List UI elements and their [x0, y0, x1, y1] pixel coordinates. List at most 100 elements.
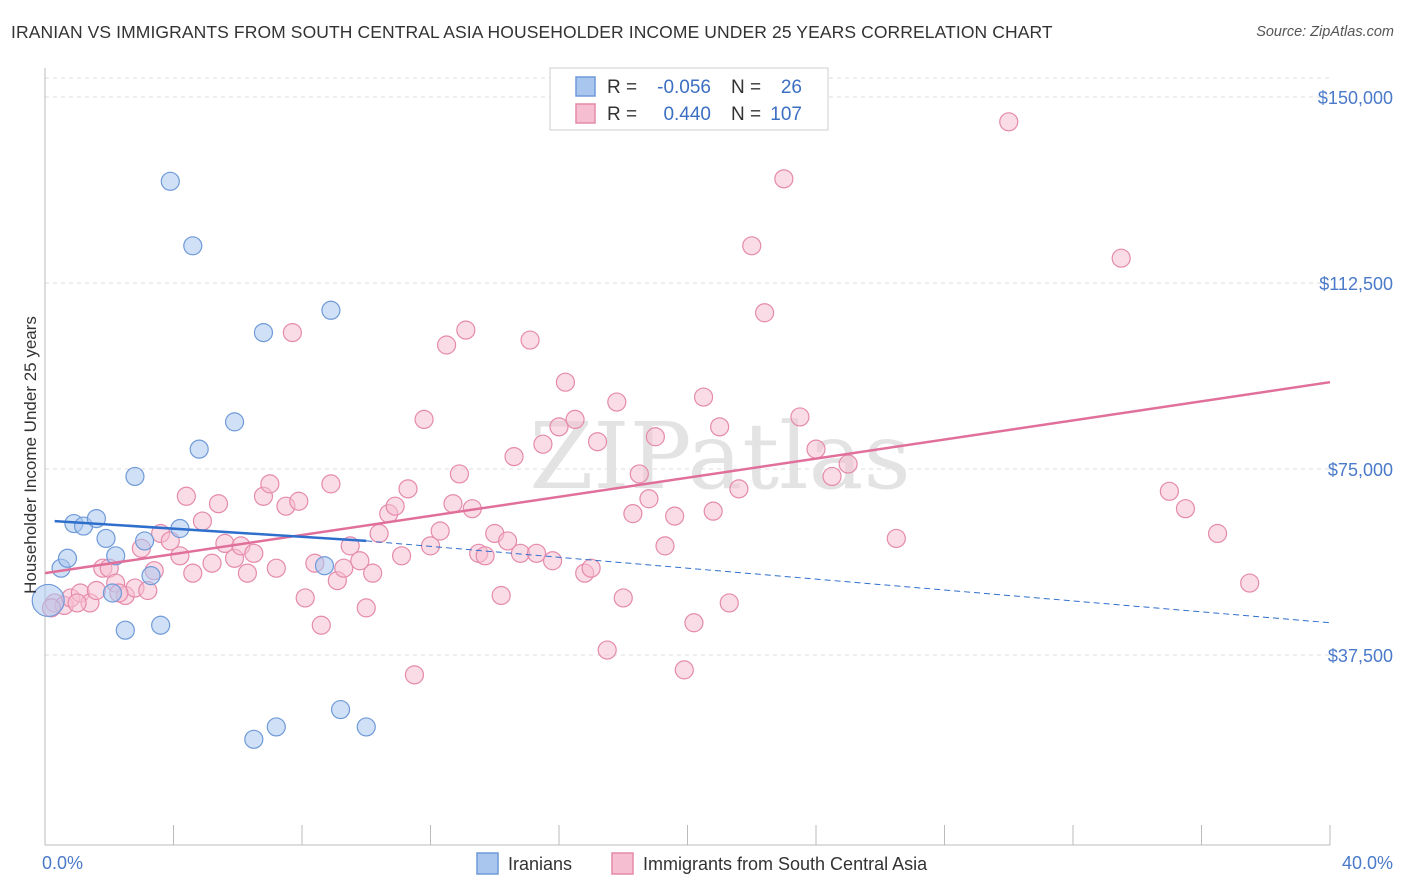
pink-point-58	[475, 546, 495, 566]
pink-point-55	[456, 320, 476, 340]
pink-point-101	[1175, 499, 1196, 519]
pink-point-19	[192, 511, 213, 531]
y-axis-label: Householder Income Under 25 years	[21, 316, 40, 594]
pink-point-68	[549, 417, 569, 437]
pink-point-25	[237, 563, 257, 583]
pink-point-92	[774, 169, 794, 189]
blue-point-19	[244, 729, 264, 749]
pink-point-63	[510, 543, 531, 563]
pink-point-41	[356, 598, 376, 618]
pink-point-89	[729, 479, 749, 499]
pink-point-17	[176, 486, 196, 506]
pink-point-78	[629, 464, 649, 484]
blue-point-7	[102, 583, 123, 603]
legend-box: R = -0.056 N = 26 R = 0.440 N = 107	[549, 67, 829, 131]
pink-point-73	[587, 432, 608, 452]
chart-title: IRANIAN VS IMMIGRANTS FROM SOUTH CENTRAL…	[11, 22, 1053, 42]
pink-point-94	[806, 439, 826, 459]
legend-n-label-1: N =	[731, 77, 761, 98]
blue-point-22	[314, 556, 335, 576]
pink-point-81	[655, 536, 675, 556]
pink-point-48	[404, 665, 425, 685]
blue-point-23	[321, 300, 341, 320]
bottom-legend-swatch-blue	[476, 852, 499, 875]
x-tick-label-0: 0.0%	[42, 853, 83, 873]
pink-point-103	[1240, 573, 1260, 593]
pink-point-102	[1207, 523, 1228, 544]
y-tick-labels: $37,500 $75,000 $112,500 $150,000	[1318, 88, 1393, 666]
pink-point-26	[244, 543, 264, 563]
pink-point-21	[208, 494, 229, 514]
pink-point-46	[391, 546, 412, 566]
y-tick-label-3: $150,000	[1318, 88, 1393, 108]
pink-point-35	[311, 615, 331, 635]
pink-point-49	[414, 409, 434, 429]
x-tick-label-1: 40.0%	[1342, 853, 1393, 873]
pink-point-18	[183, 563, 203, 583]
pink-point-75	[607, 392, 627, 412]
legend-swatch-blue	[575, 76, 596, 97]
pink-point-29	[266, 558, 286, 578]
blue-point-25	[356, 717, 376, 737]
pink-point-76	[613, 588, 633, 608]
bottom-legend-label-immigrants: Immigrants from South Central Asia	[643, 854, 928, 874]
pink-point-95	[822, 466, 842, 487]
x-tick-labels: 0.0% 40.0%	[42, 853, 1393, 873]
pink-point-67	[542, 551, 563, 571]
trend-lines	[44, 380, 1331, 624]
bottom-legend: Iranians Immigrants from South Central A…	[476, 852, 928, 875]
pink-point-82	[665, 506, 685, 526]
y-tick-label-2: $112,500	[1319, 274, 1393, 294]
pink-point-32	[289, 491, 309, 511]
blue-point-12	[141, 566, 161, 586]
blue-point-14	[160, 171, 180, 191]
blue-point-21	[266, 717, 286, 737]
pink-point-16	[170, 546, 190, 566]
pink-point-31	[282, 323, 302, 343]
pink-point-88	[719, 593, 739, 613]
pink-point-38	[334, 558, 354, 578]
pink-point-79	[639, 489, 659, 509]
pink-point-40	[350, 551, 370, 571]
pink-trend-line	[44, 380, 1331, 575]
blue-point-9	[115, 620, 135, 640]
y-tick-label-0: $37,500	[1328, 646, 1393, 666]
legend-n-label-2: N =	[731, 104, 761, 125]
pink-point-62	[504, 447, 524, 467]
pink-point-86	[703, 501, 723, 521]
pink-point-93	[790, 407, 810, 427]
pink-point-45	[385, 496, 405, 516]
pink-point-36	[321, 474, 341, 494]
pink-point-84	[684, 613, 704, 633]
pink-point-85	[693, 387, 714, 407]
blue-point-24	[330, 699, 351, 720]
y-tick-label-1: $75,000	[1328, 460, 1393, 480]
pink-point-64	[520, 330, 540, 350]
pink-point-96	[838, 454, 858, 474]
pink-point-61	[498, 531, 518, 551]
pink-point-72	[581, 558, 601, 578]
pink-point-51	[430, 521, 450, 541]
legend-n-value-2: 107	[770, 104, 802, 125]
pink-point-74	[597, 640, 617, 660]
pink-point-43	[369, 523, 389, 544]
blue-point-18	[224, 412, 245, 432]
legend-r-label-1: R =	[607, 77, 637, 98]
blue-point-2	[57, 548, 78, 568]
blue-point-8	[106, 546, 126, 566]
bottom-legend-label-iranians: Iranians	[508, 854, 572, 874]
pink-point-42	[363, 563, 383, 583]
bottom-legend-swatch-pink	[611, 852, 634, 875]
pink-point-99	[1111, 248, 1131, 268]
pink-point-20	[202, 553, 222, 573]
series-blue-points	[31, 171, 376, 749]
source-label: Source: ZipAtlas.com	[1256, 24, 1394, 40]
pink-point-87	[710, 417, 730, 437]
pink-point-70	[565, 409, 585, 429]
pink-point-90	[742, 236, 762, 256]
pink-point-33	[295, 588, 315, 608]
pink-point-98	[999, 112, 1019, 132]
pink-point-52	[436, 335, 457, 355]
pink-point-91	[754, 303, 775, 323]
